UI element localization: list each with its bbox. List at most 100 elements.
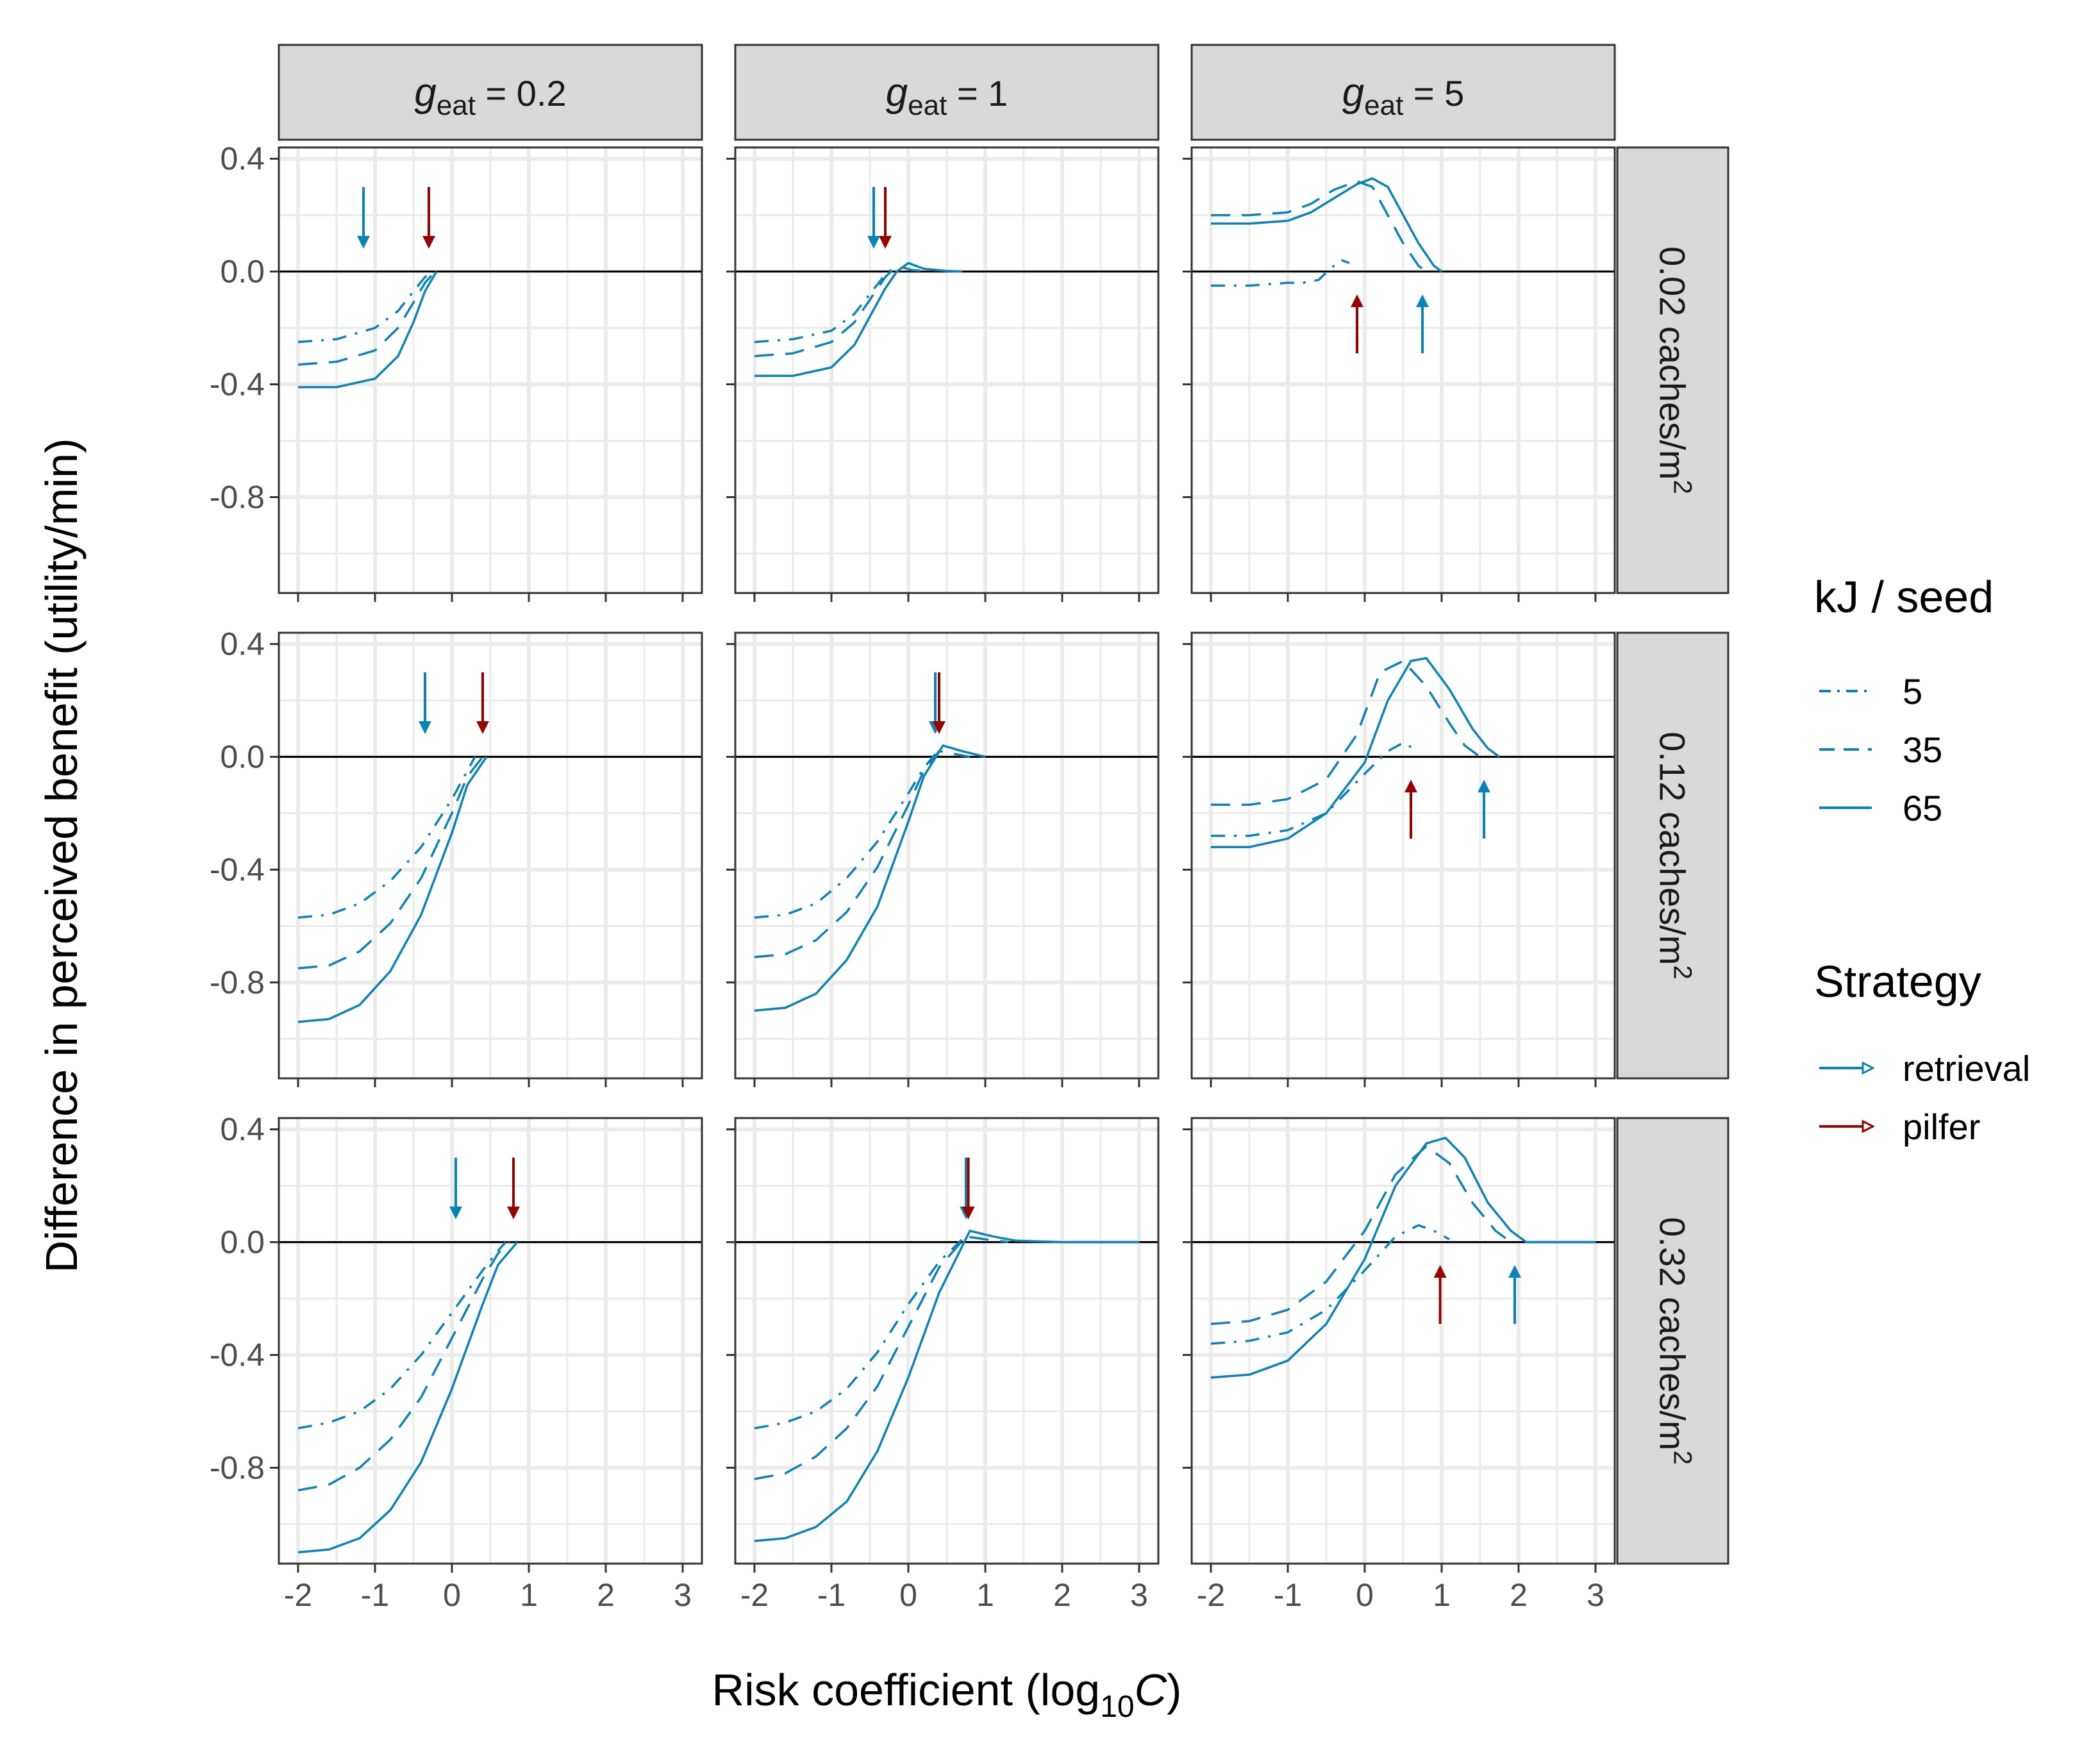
strip-background (1616, 631, 1729, 1080)
y-tick-label: -0.8 (210, 964, 265, 1000)
series-line-65kj (298, 271, 438, 389)
row-strip-label: 0.12 caches/m2 (1653, 731, 1697, 979)
series-line-5kj (297, 271, 434, 344)
series-line-5kj (1211, 259, 1350, 287)
panel-border (734, 146, 1160, 594)
y-axis-title: Difference in perceived benefit (utility… (37, 438, 87, 1273)
legend-label-35kj: 35 (1903, 730, 1942, 770)
series-line-5kj (297, 1241, 507, 1430)
panel-border (278, 146, 703, 594)
x-tick-label: 0 (443, 1577, 461, 1613)
y-axis-row-2: 0.4 0.0 -0.4 -0.8 (210, 626, 1192, 1000)
series-line-65kj (297, 756, 488, 1023)
y-tick-label: -0.8 (210, 479, 265, 515)
y-tick-label: -0.4 (210, 1337, 265, 1373)
axes-layer: 0.4 0.0 -0.4 -0.8 0.4 0.0 -0.4 -0.8 0.4 0.0 -0.4 -0… (210, 141, 1604, 1613)
row-strip-1: 0.02 caches/m2 (1616, 146, 1729, 594)
series-line-5kj (297, 756, 476, 919)
x-axis-col-2: -2 -1 0 1 2 3 (740, 593, 1148, 1613)
column-strip-3: geat = 5 (1190, 44, 1616, 141)
y-tick-label: -0.4 (210, 851, 265, 887)
panel-border (734, 631, 1160, 1080)
series-line-35kj (297, 271, 436, 366)
x-tick-label: 1 (520, 1577, 538, 1613)
panel-r1-c3 (1190, 146, 1616, 594)
panel-border (278, 631, 703, 1080)
y-axis-row-1: 0.4 0.0 -0.4 -0.8 (210, 141, 1192, 515)
x-tick-label: 0 (899, 1577, 917, 1613)
panel-r3-c1 (278, 1117, 703, 1565)
x-tick-label: -2 (740, 1577, 769, 1613)
panel-r1-c1 (278, 146, 703, 594)
x-tick-label: 1 (976, 1577, 994, 1613)
row-strip-label: 0.02 caches/m2 (1653, 246, 1697, 494)
y-tick-label: -0.4 (210, 366, 265, 402)
x-tick-label: -1 (1274, 1577, 1302, 1613)
column-strip-label: geat = 5 (1342, 71, 1465, 121)
x-tick-label: -1 (817, 1577, 846, 1613)
y-tick-label: 0.0 (220, 1224, 265, 1260)
series-line-35kj (1211, 660, 1481, 806)
row-strip-3: 0.32 caches/m2 (1616, 1117, 1729, 1565)
panel-border (734, 1117, 1160, 1565)
panel-r3-c3 (1190, 1117, 1616, 1565)
x-axis-col-1: -2 -1 0 1 2 3 (284, 593, 692, 1613)
x-tick-label: 2 (1053, 1577, 1071, 1613)
x-tick-label: 0 (1356, 1577, 1374, 1613)
panel-r2-c2 (734, 631, 1160, 1080)
panel-border (278, 1117, 703, 1565)
x-axis-col-3: -2 -1 0 1 2 3 (1197, 593, 1604, 1613)
panel-border (1190, 1117, 1616, 1565)
legend-strategy-title: Strategy (1814, 957, 1981, 1007)
legend-label-retrieval: retrieval (1903, 1048, 2030, 1089)
legend: kJ / seed 5 35 65 Strategy retrieval pilfer (1814, 572, 2030, 1147)
column-strip-label: geat = 1 (886, 71, 1008, 121)
strip-background (278, 44, 703, 141)
x-axis-title: Risk coefficient (log10C) (712, 1665, 1182, 1724)
series-line-35kj (754, 264, 932, 358)
strip-background (1616, 146, 1729, 594)
strip-background (1616, 1117, 1729, 1565)
panel-r3-c2 (734, 1117, 1160, 1565)
series-line-5kj (1211, 741, 1419, 837)
y-tick-label: 0.0 (220, 739, 265, 775)
series-line-35kj (297, 756, 484, 970)
series-line-65kj (754, 262, 963, 378)
x-tick-label: 1 (1433, 1577, 1451, 1613)
axis-titles: Risk coefficient (log10C) Difference in p… (37, 438, 1181, 1724)
x-tick-label: -1 (361, 1577, 389, 1613)
y-tick-label: -0.8 (210, 1450, 265, 1485)
y-axis-row-3: 0.4 0.0 -0.4 -0.8 (210, 1112, 1192, 1485)
series-line-35kj (1211, 180, 1428, 272)
panel-border (1190, 146, 1616, 594)
series-line-65kj (297, 1241, 519, 1554)
row-strip-2: 0.12 caches/m2 (1616, 631, 1729, 1080)
panels-layer (278, 146, 1616, 1565)
series-line-5kj (754, 753, 937, 919)
x-tick-label: -2 (284, 1577, 312, 1613)
column-strip-1: geat = 0.2 (278, 44, 703, 141)
legend-label-pilfer: pilfer (1903, 1107, 1980, 1147)
x-tick-label: 2 (597, 1577, 615, 1613)
facet-strips: geat = 0.2 geat = 1 geat = 5 0.02 caches/m2… (278, 44, 1729, 1565)
x-tick-label: 2 (1510, 1577, 1528, 1613)
panel-r1-c2 (734, 146, 1160, 594)
series-line-5kj (754, 1238, 963, 1430)
series-line-35kj (297, 1241, 511, 1492)
row-strip-label: 0.32 caches/m2 (1653, 1217, 1697, 1464)
series-line-35kj (754, 1235, 1009, 1480)
series-line-5kj (1210, 1224, 1450, 1345)
series-line-65kj (1211, 656, 1501, 849)
y-tick-label: 0.4 (220, 1112, 265, 1148)
x-tick-label: 3 (674, 1577, 692, 1613)
strip-background (734, 44, 1160, 141)
x-tick-label: 3 (1130, 1577, 1148, 1613)
y-tick-label: 0.4 (220, 141, 265, 177)
series-line-35kj (1210, 1145, 1512, 1325)
panel-border (1190, 631, 1616, 1080)
series-line-65kj (1211, 177, 1443, 272)
x-tick-label: 3 (1587, 1577, 1604, 1613)
series-line-65kj (1210, 1137, 1596, 1379)
legend-kj-title: kJ / seed (1814, 572, 1994, 622)
